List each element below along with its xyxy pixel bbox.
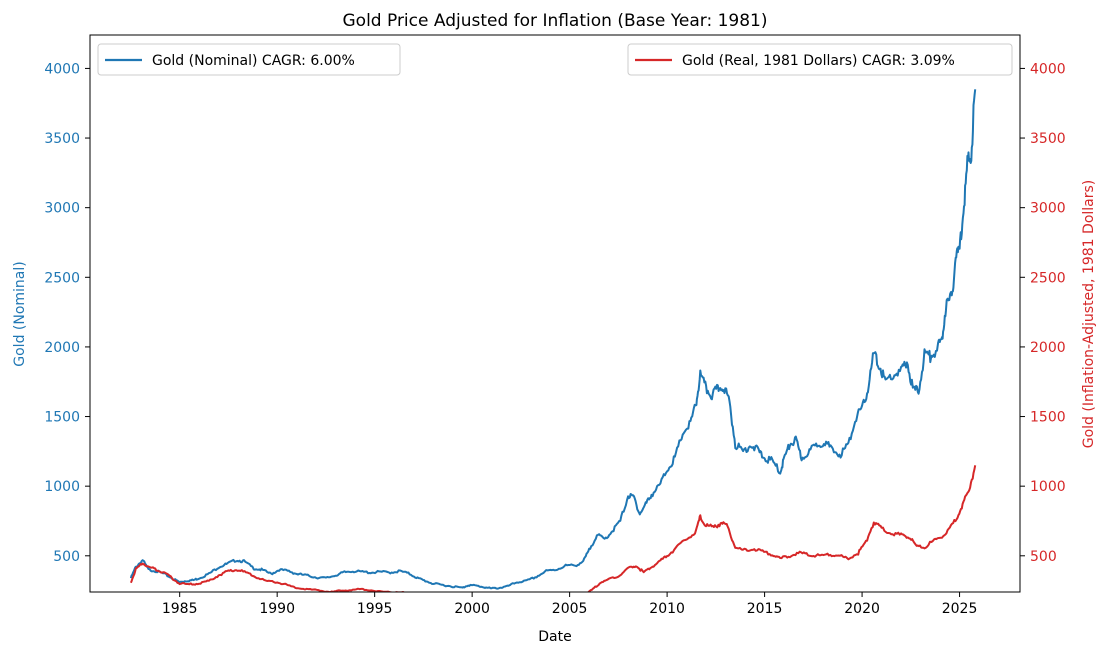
- x-tick-label: 2020: [844, 601, 880, 617]
- y-left-tick-label: 1000: [44, 479, 80, 495]
- y-right-tick-label: 3500: [1030, 131, 1066, 147]
- y-right-tick-label: 500: [1030, 549, 1057, 565]
- plot-area: [129, 89, 977, 592]
- x-tick-label: 1985: [162, 601, 198, 617]
- x-tick-label: 2010: [649, 601, 685, 617]
- x-tick-label: 2000: [454, 601, 490, 617]
- y-axis-label-right: Gold (Inflation-Adjusted, 1981 Dollars): [1081, 180, 1097, 449]
- y-left-tick-label: 2000: [44, 340, 80, 356]
- legend-nominal-label: Gold (Nominal) CAGR: 6.00%: [152, 53, 355, 69]
- y-left-tick-label: 3000: [44, 201, 80, 217]
- y-left-tick-label: 500: [53, 549, 80, 565]
- x-tick-label: 2015: [747, 601, 783, 617]
- y-axis-right: 500 1000 1500 2000 2500 3000 3500 4000: [1020, 61, 1066, 565]
- chart-title: Gold Price Adjusted for Inflation (Base …: [343, 11, 768, 31]
- plot-frame: [89, 34, 1021, 593]
- y-right-tick-label: 4000: [1030, 61, 1066, 77]
- y-left-tick-label: 1500: [44, 410, 80, 426]
- x-tick-label: 1990: [259, 601, 295, 617]
- y-right-tick-label: 2000: [1030, 340, 1066, 356]
- y-axis-left: 500 1000 1500 2000 2500 3000 3500 4000: [44, 61, 90, 565]
- y-left-tick-label: 2500: [44, 270, 80, 286]
- y-right-tick-label: 3000: [1030, 201, 1066, 217]
- y-right-tick-label: 1000: [1030, 479, 1066, 495]
- x-axis-label: Date: [538, 629, 571, 645]
- series-line-nominal: [129, 89, 977, 590]
- legend-real: Gold (Real, 1981 Dollars) CAGR: 3.09%: [627, 43, 1013, 76]
- y-axis-label-left: Gold (Nominal): [12, 261, 28, 366]
- x-tick-label: 1995: [357, 601, 393, 617]
- y-left-tick-label: 4000: [44, 61, 80, 77]
- y-left-tick-label: 3500: [44, 131, 80, 147]
- x-axis: 1985 1990 1995 2000 2005 2010 2015 2020 2025: [162, 592, 978, 617]
- x-tick-label: 2005: [552, 601, 588, 617]
- x-tick-label: 2025: [942, 601, 978, 617]
- legend-real-label: Gold (Real, 1981 Dollars) CAGR: 3.09%: [682, 53, 955, 69]
- y-right-tick-label: 1500: [1030, 410, 1066, 426]
- legend-nominal: Gold (Nominal) CAGR: 6.00%: [97, 43, 401, 76]
- y-right-tick-label: 2500: [1030, 270, 1066, 286]
- series-line-real: [129, 465, 977, 592]
